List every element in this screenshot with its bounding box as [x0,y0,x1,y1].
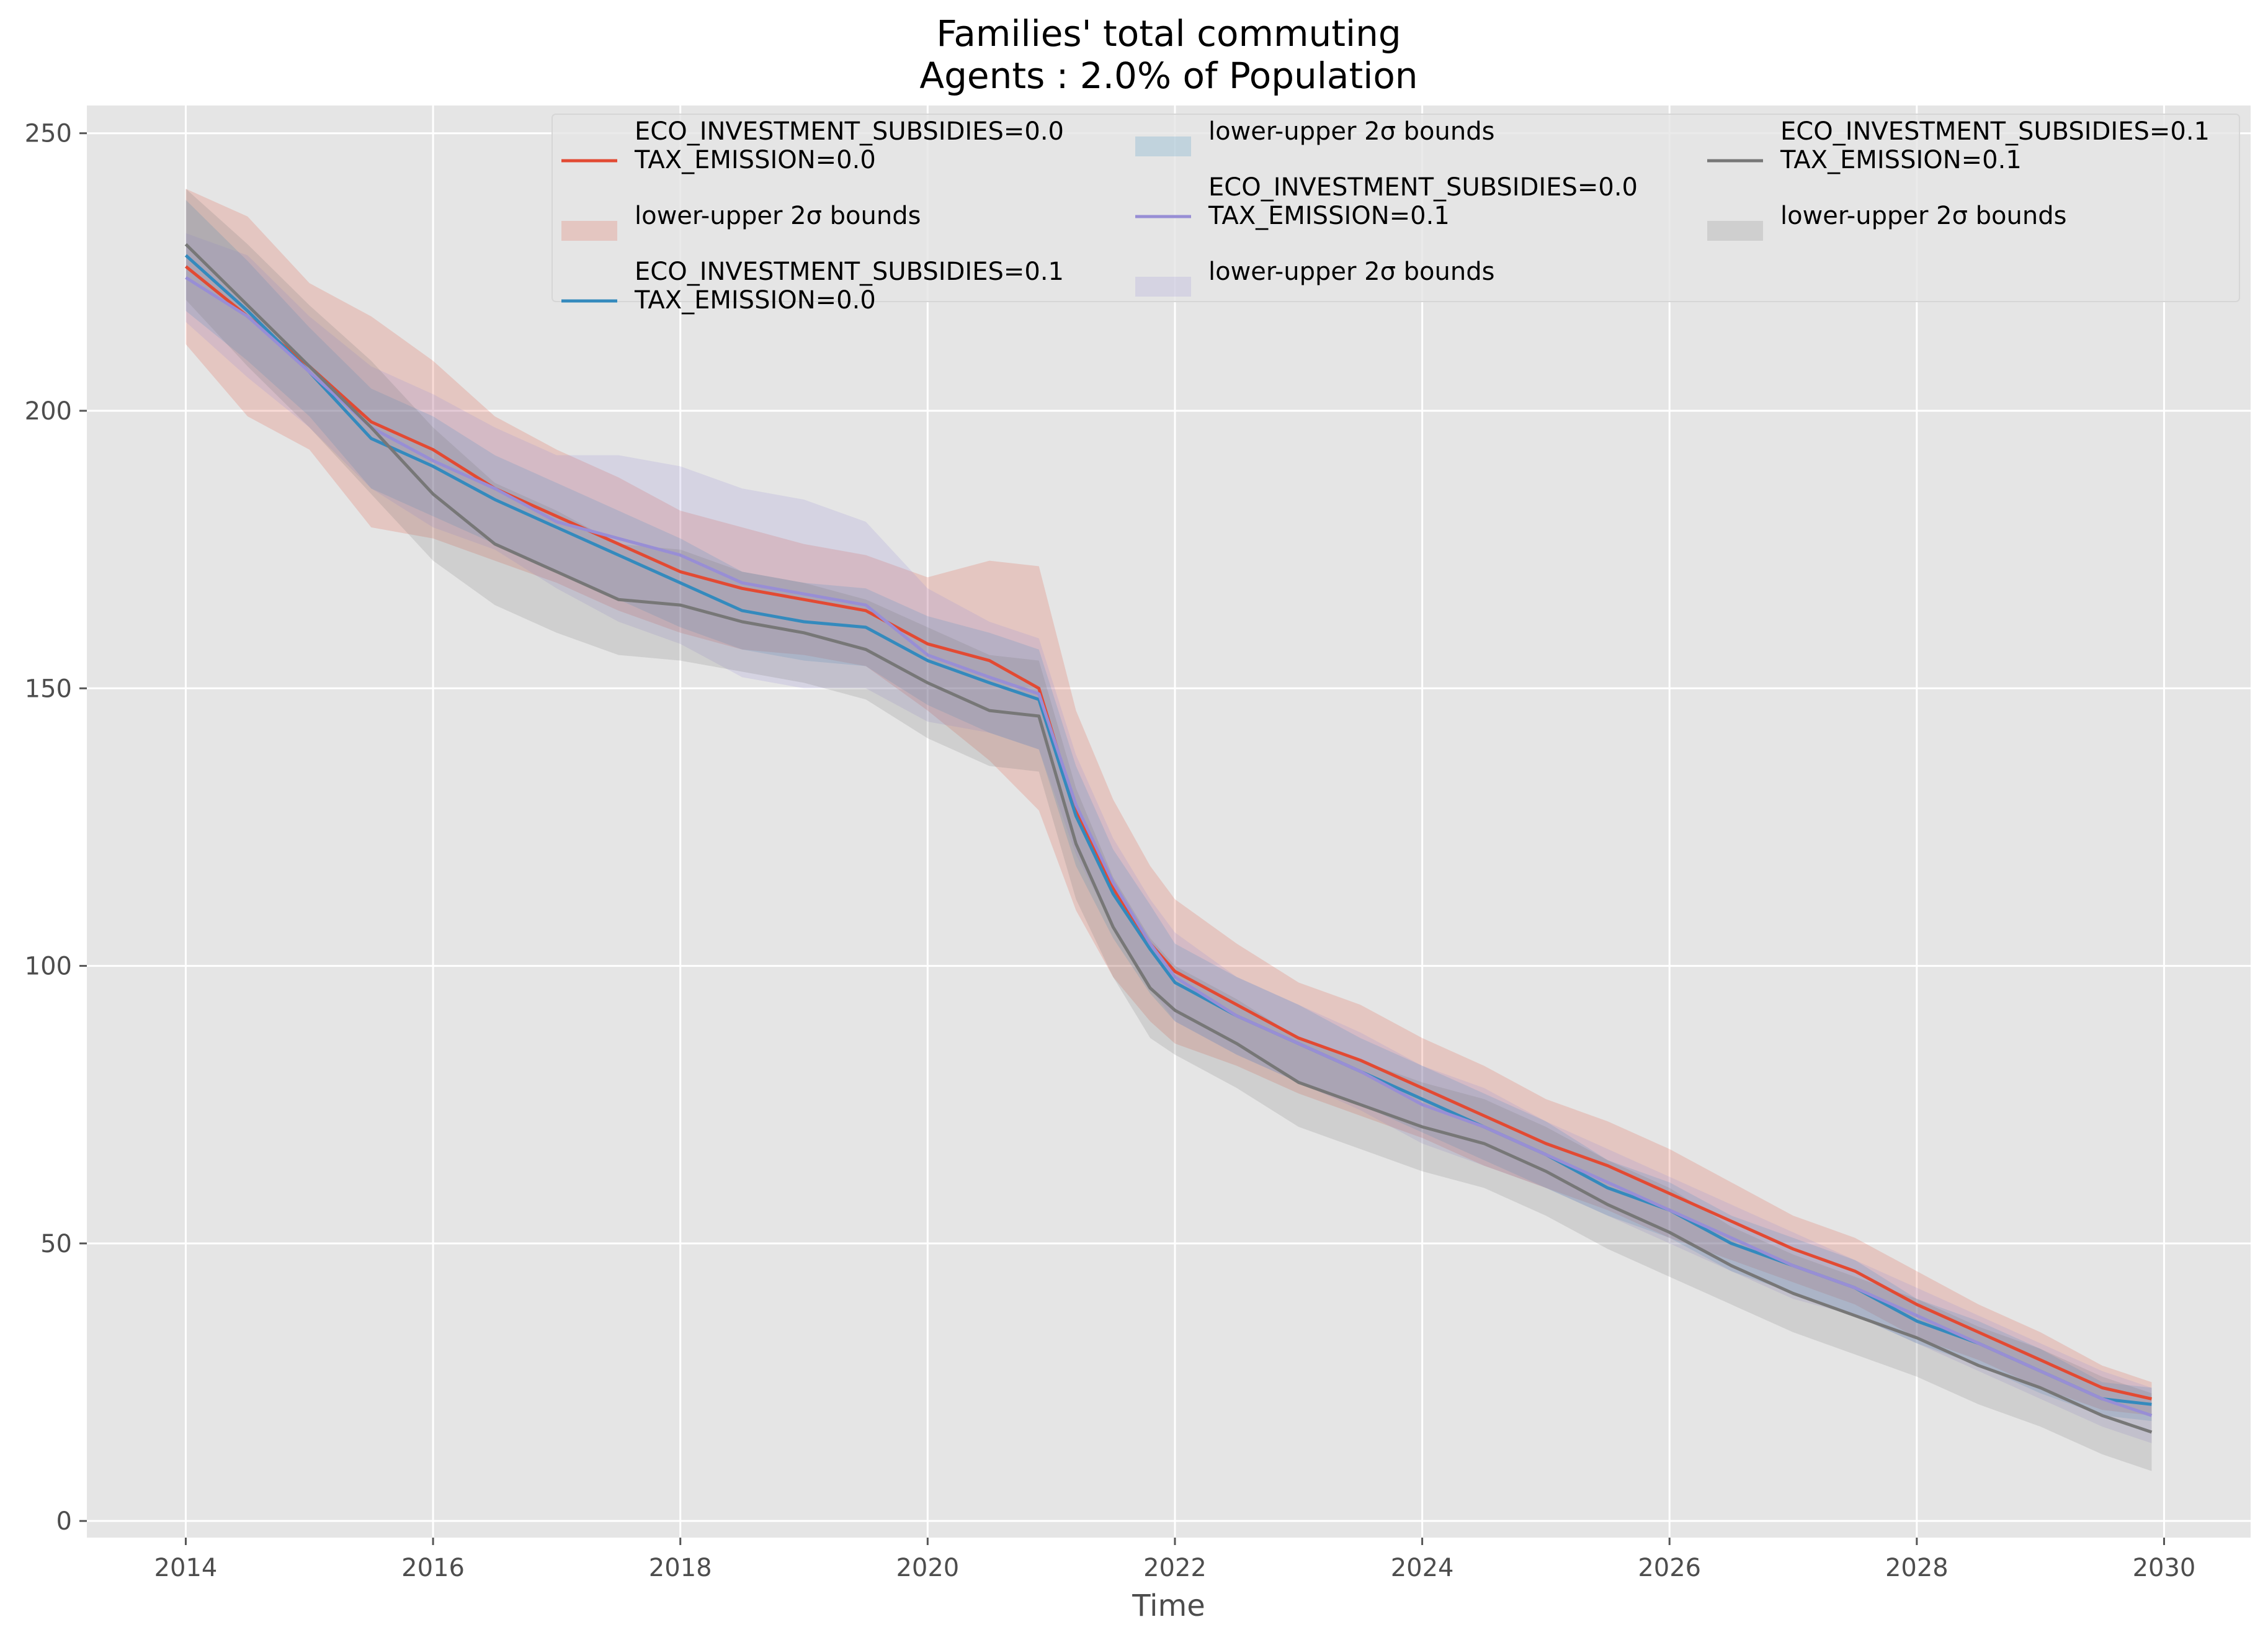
y-tick-label: 150 [25,674,72,703]
legend-band-swatch-3 [1135,277,1191,297]
legend-label: lower-upper 2σ bounds [1208,117,1494,146]
x-axis: 2014 2016 2018 2020 2022 2024 2026 2028 2030 [154,1538,2196,1582]
x-axis-label: Time [1132,1588,1205,1623]
x-tick-label: 2016 [401,1554,465,1582]
legend-label: lower-upper 2σ bounds [635,202,921,230]
x-tick-label: 2024 [1391,1554,1454,1582]
x-tick-label: 2026 [1638,1554,1701,1582]
x-tick-label: 2020 [896,1554,959,1582]
x-tick-label: 2022 [1143,1554,1207,1582]
legend-label: ECO_INVESTMENT_SUBSIDIES=0.1 [1780,117,2210,146]
legend-label: TAX_EMISSION=0.0 [634,146,876,174]
y-tick-label: 200 [25,397,72,426]
legend-label: TAX_EMISSION=0.0 [634,286,876,315]
legend-label: lower-upper 2σ bounds [1208,258,1494,286]
y-tick-label: 250 [25,120,72,148]
chart-title: Families' total commuting [936,12,1401,55]
legend-band-swatch-4 [1707,221,1763,241]
legend-band-swatch-2 [1135,137,1191,156]
legend-label: TAX_EMISSION=0.1 [1780,146,2022,174]
legend-frame [551,114,2240,302]
x-tick-label: 2028 [1885,1554,1949,1582]
y-tick-label: 50 [40,1230,72,1258]
legend-label: TAX_EMISSION=0.1 [1208,202,1450,230]
line-series-4 [184,243,2153,1434]
band-series-3 [185,233,2152,1443]
band-series-1 [185,189,2152,1416]
band-series-4 [185,189,2152,1471]
line-series-3 [185,276,2153,1417]
plot-background [87,105,2251,1538]
legend-band-swatch-1 [561,221,617,241]
y-tick-label: 0 [56,1507,72,1536]
x-tick-label: 2018 [649,1554,712,1582]
x-tick-label: 2014 [154,1554,218,1582]
legend-label: lower-upper 2σ bounds [1780,202,2066,230]
lines-layer [184,243,2153,1434]
y-tick-label: 100 [25,952,72,981]
y-axis: 0 50 100 150 200 250 [25,120,87,1536]
legend-label: ECO_INVESTMENT_SUBSIDIES=0.1 [635,258,1064,286]
legend: ECO_INVESTMENT_SUBSIDIES=0.0TAX_EMISSION… [551,114,2240,315]
legend-label: ECO_INVESTMENT_SUBSIDIES=0.0 [1208,173,1638,202]
legend-label: ECO_INVESTMENT_SUBSIDIES=0.0 [635,117,1064,146]
x-tick-label: 2030 [2133,1554,2196,1582]
chart-subtitle: Agents : 2.0% of Population [919,55,1418,97]
bands-layer [185,189,2152,1471]
